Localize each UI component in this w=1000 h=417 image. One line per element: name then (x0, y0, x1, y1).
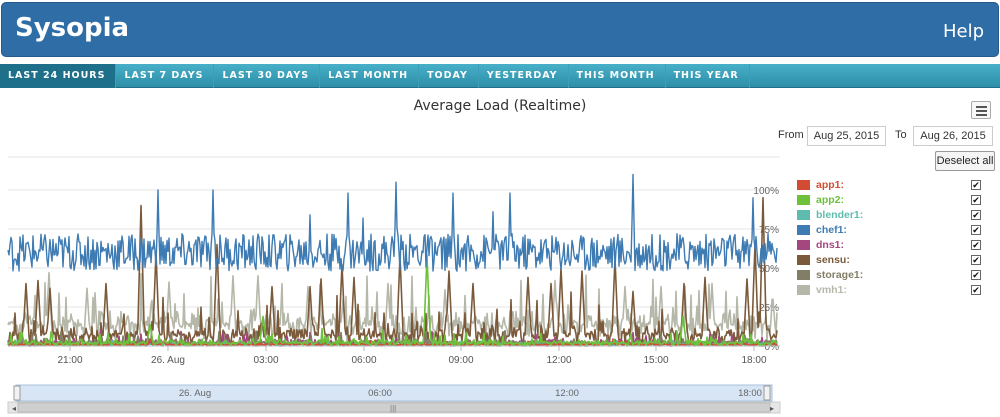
scroll-left-arrow-icon[interactable]: ◂ (12, 404, 16, 413)
chart-menu-button[interactable] (971, 101, 991, 119)
y-tick-label: 100% (753, 186, 779, 197)
time-range-tabs: LAST 24 HOURS LAST 7 DAYS LAST 30 DAYS LAST… (0, 64, 1000, 88)
legend-swatch (797, 210, 810, 220)
to-label: To (895, 129, 907, 141)
legend-item[interactable]: app1: ✔ (796, 178, 986, 193)
load-chart: 0% 25% 50% 75% 100% 21:00 26. Aug 03:00 06:00 09:… (7, 156, 780, 366)
legend-item[interactable]: storage1: ✔ (796, 268, 986, 283)
x-tick-label: 18:00 (741, 355, 766, 366)
navigator-left-handle[interactable] (13, 385, 21, 401)
legend-swatch (797, 240, 810, 250)
deselect-all-button[interactable]: Deselect all (935, 151, 995, 171)
chart-title: Average Load (Realtime) (413, 98, 587, 114)
legend-swatch (797, 255, 810, 265)
x-tick-label: 03:00 (253, 355, 278, 366)
legend-item[interactable]: chef1: ✔ (796, 223, 986, 238)
series-checkbox[interactable]: ✔ (971, 240, 981, 250)
legend-swatch (797, 285, 810, 295)
legend-label[interactable]: chef1: (816, 224, 847, 236)
tab-today[interactable]: TODAY (419, 64, 479, 88)
legend-label[interactable]: dns1: (816, 239, 845, 251)
navigator-tick-label: 26. Aug (179, 388, 211, 399)
y-tick-label: 75% (759, 225, 779, 236)
series-checkbox[interactable]: ✔ (971, 285, 981, 295)
series-checkbox[interactable]: ✔ (971, 180, 981, 190)
navigator-tick-label: 06:00 (368, 388, 392, 399)
series-checkbox[interactable]: ✔ (971, 270, 981, 280)
tab-this-year[interactable]: THIS YEAR (666, 64, 750, 88)
legend-swatch (797, 270, 810, 280)
from-date-input[interactable]: Aug 25, 2015 (807, 126, 886, 146)
x-tick-label: 21:00 (57, 355, 82, 366)
app-header: Sysopia Help (1, 2, 999, 57)
from-label: From (778, 129, 804, 141)
scroll-right-arrow-icon[interactable]: ▸ (770, 404, 774, 413)
y-tick-label: 0% (765, 342, 780, 353)
help-link[interactable]: Help (942, 21, 984, 42)
legend-item[interactable]: app2: ✔ (796, 193, 986, 208)
time-navigator[interactable]: 26. Aug 06:00 12:00 18:00 ◂ ▸ ||| (0, 384, 785, 414)
navigator-window[interactable] (15, 384, 773, 402)
legend-item[interactable]: dns1: ✔ (796, 238, 986, 253)
legend-swatch (797, 195, 810, 205)
legend-swatch (797, 225, 810, 235)
tab-last-30-days[interactable]: LAST 30 DAYS (214, 64, 321, 88)
x-tick-label: 26. Aug (151, 355, 185, 366)
tab-yesterday[interactable]: YESTERDAY (479, 64, 569, 88)
navigator-tick-label: 18:00 (738, 388, 762, 399)
legend-label[interactable]: app1: (816, 179, 845, 191)
to-date-input[interactable]: Aug 26, 2015 (913, 126, 993, 146)
series-line (7, 196, 778, 347)
y-tick-label: 25% (759, 303, 779, 314)
x-tick-label: 06:00 (351, 355, 376, 366)
y-tick-label: 50% (759, 264, 779, 275)
legend-label[interactable]: sensu: (816, 254, 850, 266)
legend: app1: ✔ app2: ✔ blender1: ✔ chef1: ✔ dns1: ✔ sensu… (796, 178, 986, 298)
tab-last-7-days[interactable]: LAST 7 DAYS (116, 64, 215, 88)
brand-logo[interactable]: Sysopia (15, 13, 130, 43)
legend-swatch (797, 180, 810, 190)
hamburger-menu-icon (976, 106, 987, 108)
series-checkbox[interactable]: ✔ (971, 255, 981, 265)
hamburger-menu-icon-bar (976, 110, 987, 112)
hamburger-menu-icon-bar (976, 114, 987, 116)
series-checkbox[interactable]: ✔ (971, 195, 981, 205)
navigator-tick-label: 12:00 (555, 388, 579, 399)
x-tick-label: 12:00 (546, 355, 571, 366)
navigator-right-handle[interactable] (763, 385, 771, 401)
tab-last-month[interactable]: LAST MONTH (320, 64, 420, 88)
x-tick-label: 15:00 (643, 355, 668, 366)
legend-label[interactable]: blender1: (816, 209, 864, 221)
series-line (7, 271, 778, 342)
navigator-scrollbar-thumb[interactable] (17, 402, 771, 413)
legend-item[interactable]: vmh1: ✔ (796, 283, 986, 298)
x-tick-label: 09:00 (448, 355, 473, 366)
legend-item[interactable]: blender1: ✔ (796, 208, 986, 223)
legend-label[interactable]: vmh1: (816, 284, 847, 296)
scrollbar-grip-icon: ||| (390, 404, 396, 413)
series-line (7, 173, 778, 272)
series-checkbox[interactable]: ✔ (971, 225, 981, 235)
tab-last-24-hours[interactable]: LAST 24 HOURS (0, 64, 117, 88)
tab-this-month[interactable]: THIS MONTH (569, 64, 666, 88)
series-checkbox[interactable]: ✔ (971, 210, 981, 220)
legend-item[interactable]: sensu: ✔ (796, 253, 986, 268)
legend-label[interactable]: storage1: (816, 269, 864, 281)
legend-label[interactable]: app2: (816, 194, 845, 206)
